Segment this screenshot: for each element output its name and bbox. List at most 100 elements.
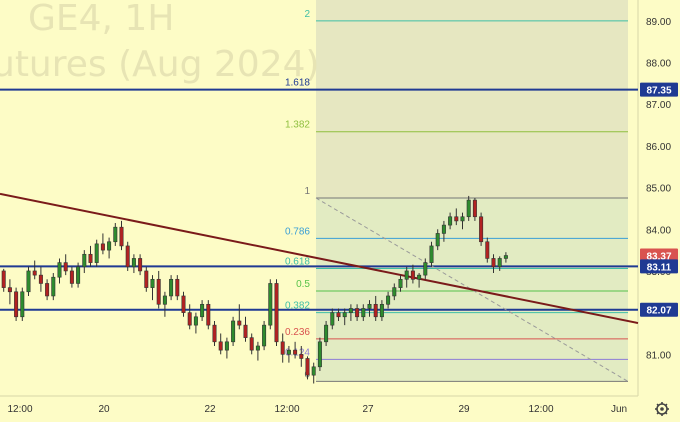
candle-body [373,303,378,318]
candle-body [175,278,180,297]
candle-body [268,283,273,326]
fib-level-label: 0.382 [285,301,310,312]
candle-body [262,324,267,347]
candle-body [472,199,477,218]
price-tag-box [640,302,678,317]
watermark-line1: GE4, 1H [28,0,174,39]
candle-body [299,354,304,359]
price-tag-label: 82.07 [646,306,671,317]
candle-body [7,287,12,293]
gear-icon-tooth[interactable] [664,411,668,415]
candle-body [76,266,81,284]
candle-body [386,295,391,305]
candle-body [107,241,112,251]
candle-body [181,295,186,313]
candle-body [212,324,217,343]
time-tick-label: 27 [362,404,374,415]
candle-body [429,245,434,263]
candle-body [497,258,502,268]
price-axis-background [638,0,680,422]
horizontal-levels[interactable] [0,88,638,311]
candle-body [503,255,508,259]
price-tag-box [640,248,678,263]
candle-body [379,303,384,318]
candle-body [286,349,291,355]
candle-body [231,320,236,343]
price-tick-label: 89.00 [646,17,671,28]
gear-icon-tooth[interactable] [656,411,660,415]
candle-body [187,312,192,326]
price-tag-box [640,259,678,274]
watermark-line2: utures (Aug 2024) [0,44,320,85]
candle-body [57,262,62,278]
fib-level-label: 0.786 [285,226,310,237]
time-axis[interactable]: 12:00 20 22 12:00 27 29 12:00 Jun [7,404,627,415]
candle-body [206,303,211,326]
price-tick-label: 87.00 [646,100,671,111]
candle-body [32,270,37,276]
candle-body [82,253,87,268]
gear-icon-hub[interactable] [660,407,664,411]
candle-body [355,308,360,318]
candle-body [113,226,118,243]
gear-icon-tooth[interactable] [656,403,660,407]
candle-body [255,345,260,351]
fib-level-label: 2 [304,9,310,20]
candle-body [193,316,198,326]
candle-body [249,337,254,351]
drawn-lines[interactable] [0,192,639,382]
candle-body [169,278,174,297]
candle-body [485,241,490,259]
candle-body [435,233,440,247]
candle-body [14,291,19,318]
fib-diagonal-dashed-line[interactable] [315,197,629,382]
candle-body [38,274,43,284]
candle-body [342,312,347,318]
fib-level-label: 0.124 [285,347,310,358]
candle-body [26,270,31,293]
price-tag-label: 87.35 [646,86,671,97]
candle-body [162,295,167,305]
candles [1,195,508,384]
candle-body [243,324,248,338]
fib-level-label: 1.618 [285,78,310,89]
price-tag-label: 83.11 [647,262,672,273]
candle-body [361,308,366,318]
candle-body [131,258,136,268]
fib-level-label: 0.236 [285,327,310,338]
price-tick-label: 84.00 [646,225,671,236]
candle-body [454,216,459,222]
candle-body [293,349,298,355]
candle-body [119,226,124,247]
time-tick-label: 29 [458,404,470,415]
candle-body [1,270,6,288]
trend-line[interactable] [0,192,639,325]
candle-body [417,274,422,280]
candle-body [280,341,285,355]
settings-gear-icon[interactable] [655,402,669,416]
fib-level-label: 0.5 [296,279,310,290]
candle-body [330,312,335,326]
price-tag-label: 83.37 [646,252,671,263]
candle-body [491,258,496,268]
watermark: GE4, 1H utures (Aug 2024) [0,0,320,85]
time-tick-label: Jun [611,404,627,415]
fib-upper-zone [316,0,628,198]
candle-body [63,262,68,272]
candle-body [156,278,161,305]
price-tag-box [640,82,678,97]
candle-body [200,303,205,318]
time-tick-label: 22 [204,404,216,415]
candle-body [305,358,310,376]
candle-body [51,276,56,297]
fib-level-label: 0.618 [285,256,310,267]
gear-icon-tooth[interactable] [664,403,668,407]
candle-body [311,366,316,376]
price-tick-label: 88.00 [646,59,671,70]
candle-body [20,291,25,318]
candle-body [237,320,242,326]
candle-body [274,283,279,343]
